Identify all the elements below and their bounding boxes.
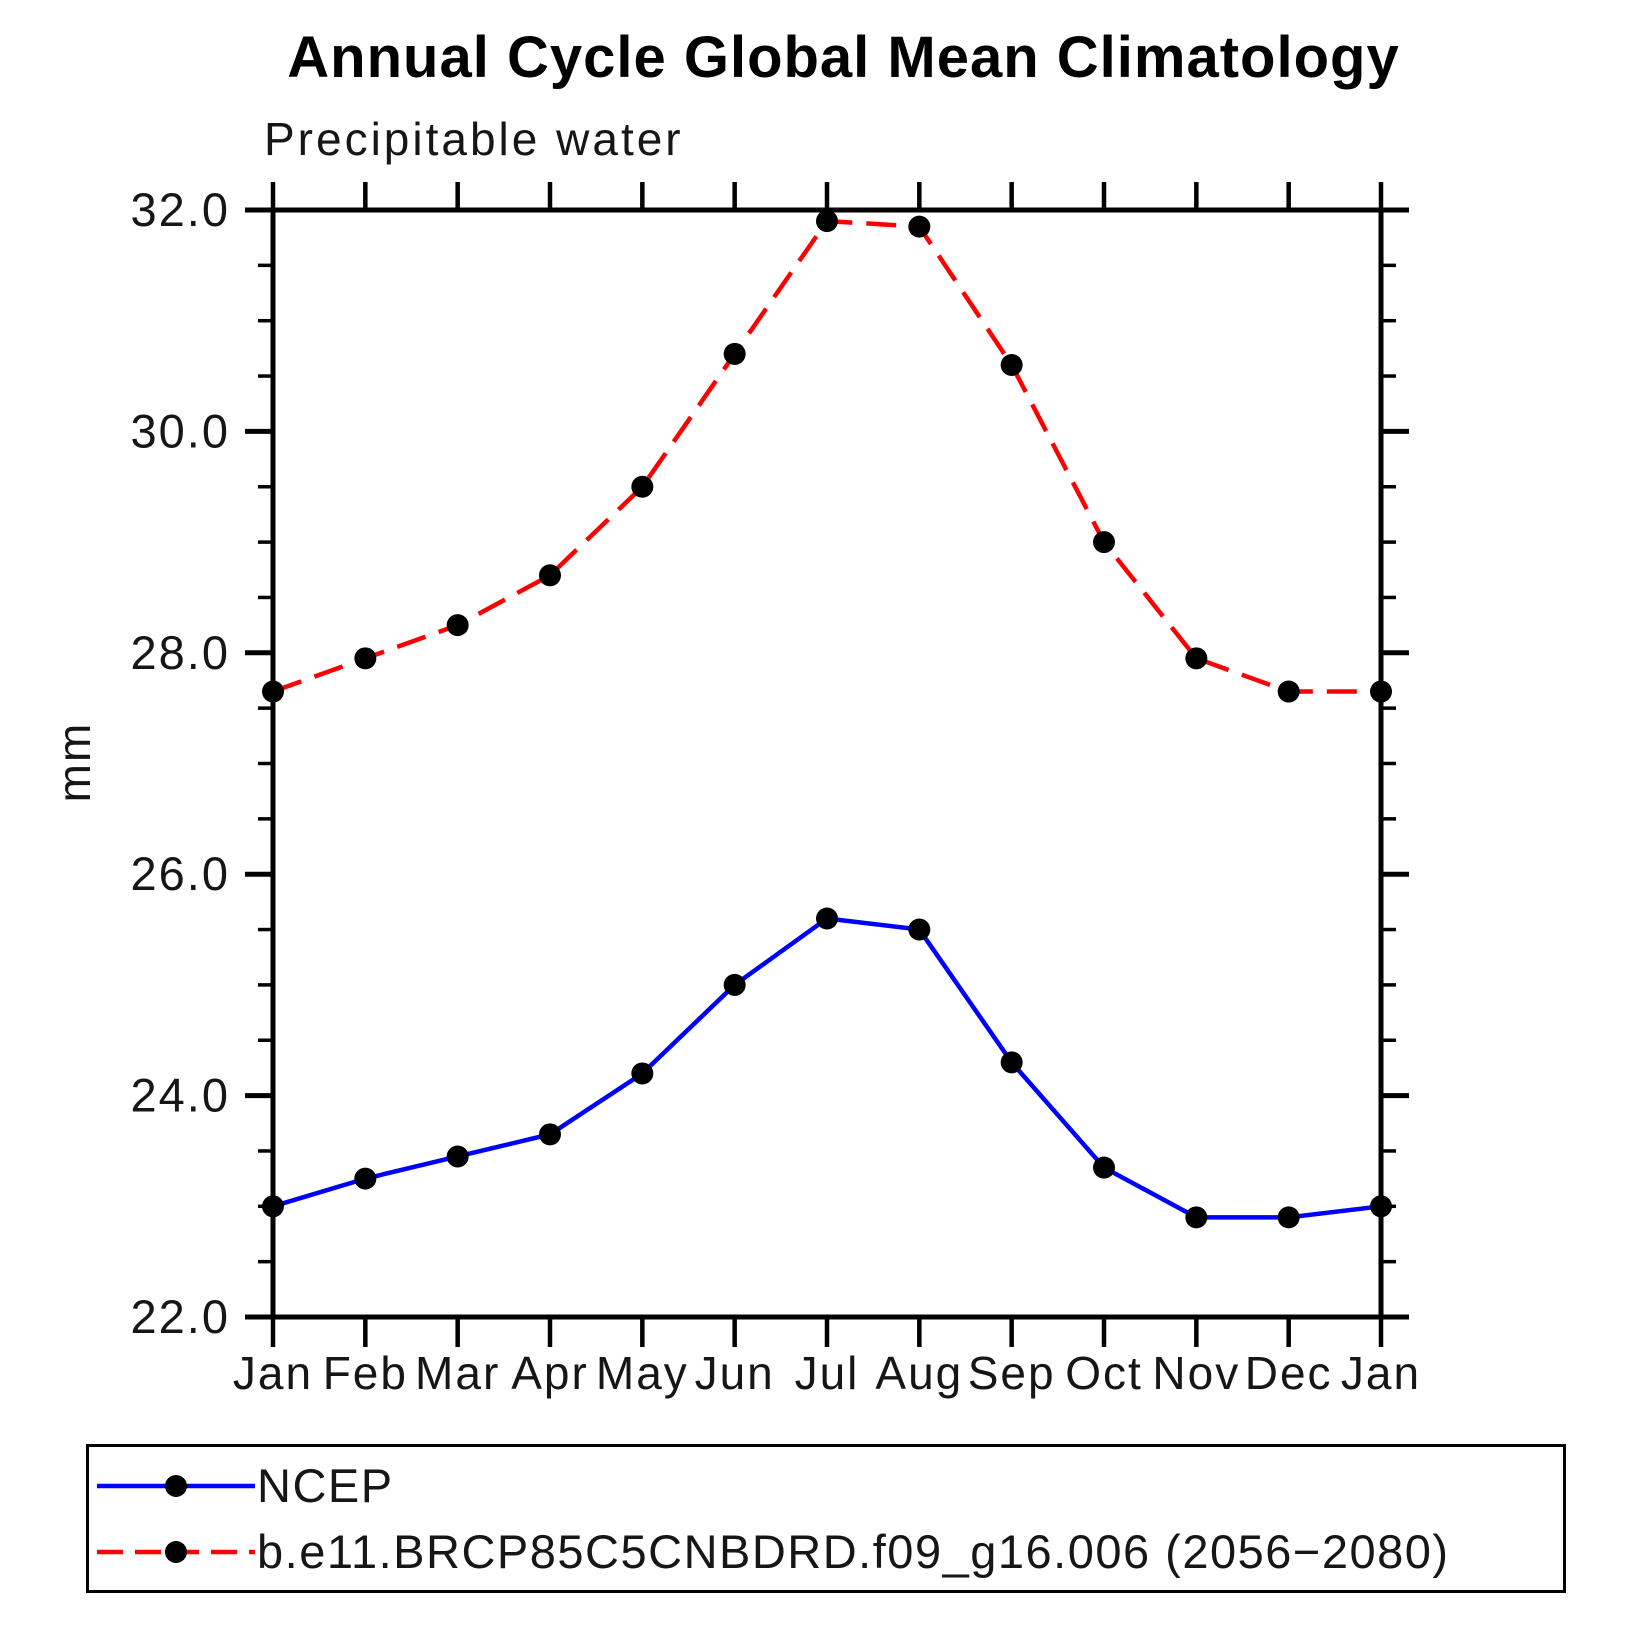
data-point-model xyxy=(446,614,469,637)
y-tick-label: 26.0 xyxy=(131,847,230,900)
data-point-ncep xyxy=(723,973,746,996)
data-point-ncep xyxy=(1277,1206,1300,1229)
series-line-ncep xyxy=(272,916,1382,1220)
data-point-ncep xyxy=(816,907,838,930)
legend-line-ncep-icon xyxy=(97,1474,255,1497)
x-tick-label: Aug xyxy=(875,1347,963,1399)
data-point-model xyxy=(1000,353,1023,376)
data-point-ncep xyxy=(1370,1195,1392,1218)
data-point-model xyxy=(354,647,377,670)
legend-label-ncep: NCEP xyxy=(257,1459,394,1512)
data-point-ncep xyxy=(908,918,931,941)
y-tick-label: 22.0 xyxy=(131,1290,230,1343)
data-point-model xyxy=(723,342,746,365)
x-tick-label: Jan xyxy=(233,1347,313,1399)
x-tick-label: Jun xyxy=(695,1347,775,1399)
data-point-model xyxy=(908,215,931,238)
data-point-model xyxy=(1370,680,1392,703)
legend-item-ncep: NCEP xyxy=(95,1453,1563,1519)
x-tick-label: Dec xyxy=(1245,1347,1333,1399)
x-tick-label: Jul xyxy=(795,1347,860,1399)
x-tick-label: Apr xyxy=(511,1347,589,1399)
data-point-ncep xyxy=(631,1062,654,1085)
data-point-ncep xyxy=(262,1195,284,1218)
series-line-model xyxy=(272,218,1381,694)
data-point-ncep xyxy=(446,1145,469,1168)
data-point-ncep xyxy=(1185,1206,1208,1229)
data-point-ncep xyxy=(539,1123,561,1146)
x-tick-label: Feb xyxy=(323,1347,408,1399)
data-point-model xyxy=(539,564,561,587)
x-tick-label: Oct xyxy=(1065,1347,1143,1399)
data-point-model xyxy=(816,210,838,233)
data-point-ncep xyxy=(1000,1051,1023,1074)
data-point-model xyxy=(1277,680,1300,703)
y-tick-label: 32.0 xyxy=(131,183,230,236)
x-tick-label: Jan xyxy=(1341,1347,1421,1399)
data-point-model xyxy=(1185,647,1208,670)
x-tick-label: May xyxy=(596,1347,689,1399)
chart-title: Annual Cycle Global Mean Climatology xyxy=(287,25,1400,90)
y-tick-label: 24.0 xyxy=(131,1069,230,1122)
data-point-model xyxy=(631,475,654,498)
data-point-ncep xyxy=(1093,1156,1115,1179)
chart-subtitle: Precipitable water xyxy=(264,113,684,165)
legend-sample-marker xyxy=(165,1474,187,1497)
x-tick-label: Nov xyxy=(1152,1347,1240,1399)
x-tick-label: Mar xyxy=(415,1347,500,1399)
legend-label-model: b.e11.BRCP85C5CNBDRD.f09_g16.006 (2056−2… xyxy=(257,1525,1450,1578)
legend-line-model-icon xyxy=(97,1540,255,1563)
plot-frame xyxy=(270,207,1384,1320)
legend-box: NCEP b.e11.BRCP85C5CNBDRD.f09_g16.006 (2… xyxy=(86,1444,1566,1593)
data-point-ncep xyxy=(354,1167,377,1190)
legend-item-model: b.e11.BRCP85C5CNBDRD.f09_g16.006 (2056−2… xyxy=(95,1519,1563,1585)
y-tick-label: 28.0 xyxy=(131,626,230,679)
x-tick-label: Sep xyxy=(968,1347,1056,1399)
legend-sample-marker xyxy=(165,1540,187,1563)
y-tick-label: 30.0 xyxy=(131,404,230,457)
data-point-model xyxy=(1093,531,1115,554)
data-point-model xyxy=(262,680,284,703)
